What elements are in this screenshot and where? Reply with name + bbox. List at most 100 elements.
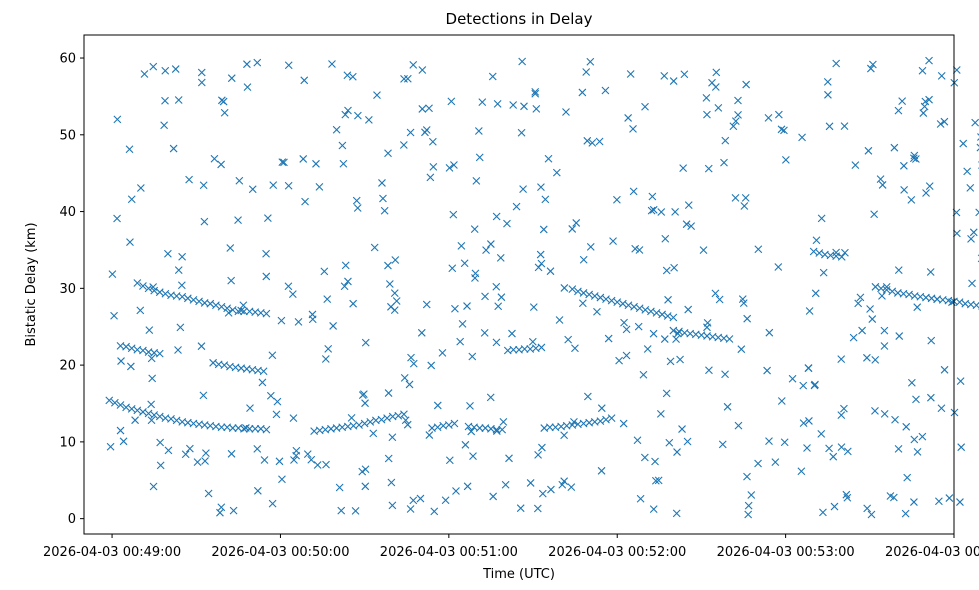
scatter-point	[508, 329, 516, 338]
scatter-point	[898, 97, 907, 105]
track-point	[212, 301, 220, 310]
x-tick-label: 2026-04-03 00:51:00	[380, 545, 518, 560]
scatter-point	[660, 72, 669, 80]
scatter-point	[384, 261, 392, 270]
scatter-point	[837, 355, 846, 364]
track-point	[189, 295, 198, 304]
scatter-point	[819, 508, 827, 517]
scatter-point	[400, 374, 409, 382]
scatter-point	[332, 125, 341, 134]
scatter-point	[417, 328, 426, 337]
scatter-point	[149, 62, 158, 71]
track-point	[155, 412, 164, 421]
scatter-point	[518, 57, 527, 66]
track-point	[579, 289, 588, 297]
track-point	[133, 406, 142, 415]
scatter-point	[672, 335, 680, 344]
scatter-point	[651, 457, 659, 466]
scatter-point	[248, 185, 257, 194]
scatter-point	[106, 442, 115, 451]
scatter-point	[359, 390, 368, 399]
scatter-point	[669, 77, 678, 85]
scatter-point	[868, 315, 877, 323]
scatter-point	[164, 249, 172, 258]
scatter-point	[920, 102, 929, 111]
scatter-point	[174, 346, 182, 354]
scatter-point	[665, 438, 674, 447]
scatter-point	[307, 455, 316, 464]
scatter-point	[353, 111, 362, 120]
track-point	[809, 247, 818, 256]
scatter-point	[742, 80, 751, 89]
scatter-point	[661, 234, 670, 243]
scatter-point	[799, 381, 808, 390]
track-point	[400, 410, 408, 419]
track-point	[888, 287, 897, 296]
scatter-point	[673, 329, 682, 338]
track-point	[209, 358, 217, 367]
scatter-point	[361, 465, 370, 474]
x-tick-label: 2026-04-03 00:54:00	[885, 545, 979, 560]
scatter-point	[178, 252, 187, 261]
track-point	[652, 309, 661, 317]
scatter-point	[654, 476, 663, 485]
scatter-point	[823, 77, 832, 86]
scatter-point	[811, 380, 819, 389]
y-axis-ticks: 0 10 20 30 40 50 60	[59, 52, 84, 527]
scatter-point	[322, 460, 330, 469]
scatter-point	[385, 280, 394, 288]
scatter-point	[337, 506, 346, 515]
scatter-point	[470, 225, 479, 234]
scatter-point	[629, 187, 638, 196]
scatter-point	[647, 206, 656, 215]
scatter-point	[609, 237, 617, 246]
scatter-point	[136, 184, 145, 192]
scatter-point	[856, 293, 865, 302]
scatter-point	[684, 305, 693, 314]
x-axis-label: Time (UTC)	[482, 567, 555, 582]
scatter-point	[804, 364, 813, 373]
scatter-point	[119, 437, 128, 446]
scatter-point	[744, 510, 753, 519]
scatter-point	[275, 457, 284, 466]
scatter-point	[959, 139, 968, 148]
scatter-point	[718, 440, 727, 449]
track-point	[360, 419, 369, 428]
track-point	[607, 296, 616, 305]
scatter-point	[541, 195, 550, 204]
scatter-point	[649, 205, 658, 214]
track-point	[110, 398, 119, 407]
scatter-point	[324, 344, 333, 353]
scatter-point	[560, 284, 569, 292]
scatter-point	[406, 128, 415, 137]
scatter-point	[546, 267, 555, 276]
scatter-point	[193, 458, 202, 467]
scatter-point	[489, 492, 498, 501]
scatter-point	[384, 454, 393, 463]
y-tick-label: 10	[59, 435, 76, 450]
scatter-point	[149, 482, 158, 491]
scatter-point	[147, 354, 156, 363]
track-point	[520, 345, 529, 353]
scatter-point	[361, 482, 370, 491]
scatter-point	[113, 214, 121, 223]
x-tick-label: 2026-04-03 00:49:00	[43, 545, 181, 560]
scatter-point	[488, 72, 497, 81]
scatter-point	[469, 452, 477, 460]
scatter-point	[683, 437, 692, 446]
scatter-point	[445, 456, 454, 465]
scatter-point	[474, 127, 483, 135]
scatter-point	[200, 217, 209, 226]
scatter-point	[863, 504, 872, 513]
scatter-point	[388, 501, 397, 510]
scatter-point	[468, 352, 477, 361]
scatter-point	[229, 506, 238, 515]
scatter-point	[501, 480, 510, 489]
scatter-point	[615, 356, 623, 365]
scatter-point	[824, 90, 832, 99]
scatter-point	[876, 175, 885, 184]
scatter-point	[940, 365, 949, 374]
scatter-point	[680, 70, 689, 79]
scatter-point	[894, 266, 903, 275]
